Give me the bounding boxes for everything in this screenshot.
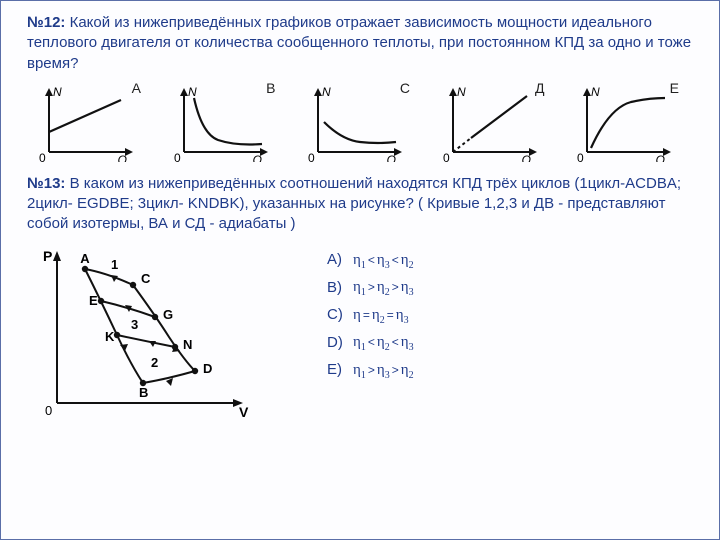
answer-e: E) η1> η3> η2 (327, 357, 414, 385)
q12-text: №12: Какой из нижеприведённых графиков о… (27, 13, 693, 74)
svg-text:Q: Q (118, 153, 127, 162)
svg-text:0: 0 (577, 151, 584, 162)
svg-text:N: N (188, 85, 197, 99)
svg-text:0: 0 (45, 403, 52, 418)
q12-body: Какой из нижеприведённых графиков отража… (27, 14, 691, 72)
svg-text:Q: Q (521, 153, 530, 162)
chart-d-svg: N Q 0 (435, 82, 545, 162)
chart-b-svg: N Q 0 (166, 82, 276, 162)
pv-diagram: P V 0 (27, 243, 257, 428)
svg-text:0: 0 (174, 151, 181, 162)
q12-label-c: С (400, 80, 410, 96)
q12-chart-a: А N Q 0 (31, 82, 151, 162)
answer-c: C) η= η2= η3 (327, 302, 414, 330)
svg-text:C: C (141, 271, 151, 286)
svg-text:A: A (80, 251, 90, 266)
svg-text:D: D (203, 361, 212, 376)
svg-text:P: P (43, 248, 52, 264)
svg-text:2: 2 (151, 355, 158, 370)
svg-text:3: 3 (131, 317, 138, 332)
q12-label-d: Д (535, 80, 544, 96)
page: №12: Какой из нижеприведённых графиков о… (0, 0, 720, 540)
q12-label-e: Е (670, 80, 679, 96)
svg-text:Q: Q (252, 153, 261, 162)
answer-a: A) η1< η3< η2 (327, 247, 414, 275)
svg-text:N: N (53, 85, 62, 99)
svg-text:V: V (239, 404, 249, 420)
svg-text:1: 1 (111, 257, 118, 272)
svg-text:B: B (139, 385, 148, 400)
q13-number: №13: (27, 175, 65, 192)
q12-chart-c: С N Q 0 (300, 82, 420, 162)
svg-text:E: E (89, 293, 98, 308)
q12-chart-d: Д N Q 0 (435, 82, 555, 162)
svg-text:N: N (457, 85, 466, 99)
chart-c-svg: N Q 0 (300, 82, 410, 162)
svg-text:Q: Q (387, 153, 396, 162)
chart-e-svg: N Q 0 (569, 82, 679, 162)
q12-label-b: В (266, 80, 275, 96)
q13-row: P V 0 (27, 243, 693, 428)
q12-charts: А N Q 0 В N Q 0 (27, 82, 693, 162)
answer-b: B) η1> η2> η3 (327, 274, 414, 302)
answer-d: D) η1< η2< η3 (327, 329, 414, 357)
svg-text:N: N (183, 337, 192, 352)
svg-text:K: K (105, 329, 115, 344)
svg-text:Q: Q (656, 153, 665, 162)
svg-text:0: 0 (39, 151, 46, 162)
q13-body: В каком из нижеприведённых соотношений н… (27, 175, 681, 233)
q13-answers: A) η1< η3< η2 B) η1> η2> η3 C) η= η2= η3… (327, 243, 414, 385)
q12-number: №12: (27, 14, 65, 31)
svg-text:N: N (322, 85, 331, 99)
svg-text:0: 0 (443, 151, 450, 162)
svg-text:G: G (163, 307, 173, 322)
svg-text:0: 0 (308, 151, 315, 162)
q12-chart-b: В N Q 0 (166, 82, 286, 162)
svg-text:N: N (591, 85, 600, 99)
q13-text: №13: В каком из нижеприведённых соотноше… (27, 174, 693, 235)
q12-label-a: А (132, 80, 141, 96)
q12-chart-e: Е N Q 0 (569, 82, 689, 162)
pv-svg: P V 0 (27, 243, 257, 423)
chart-a-svg: N Q 0 (31, 82, 141, 162)
